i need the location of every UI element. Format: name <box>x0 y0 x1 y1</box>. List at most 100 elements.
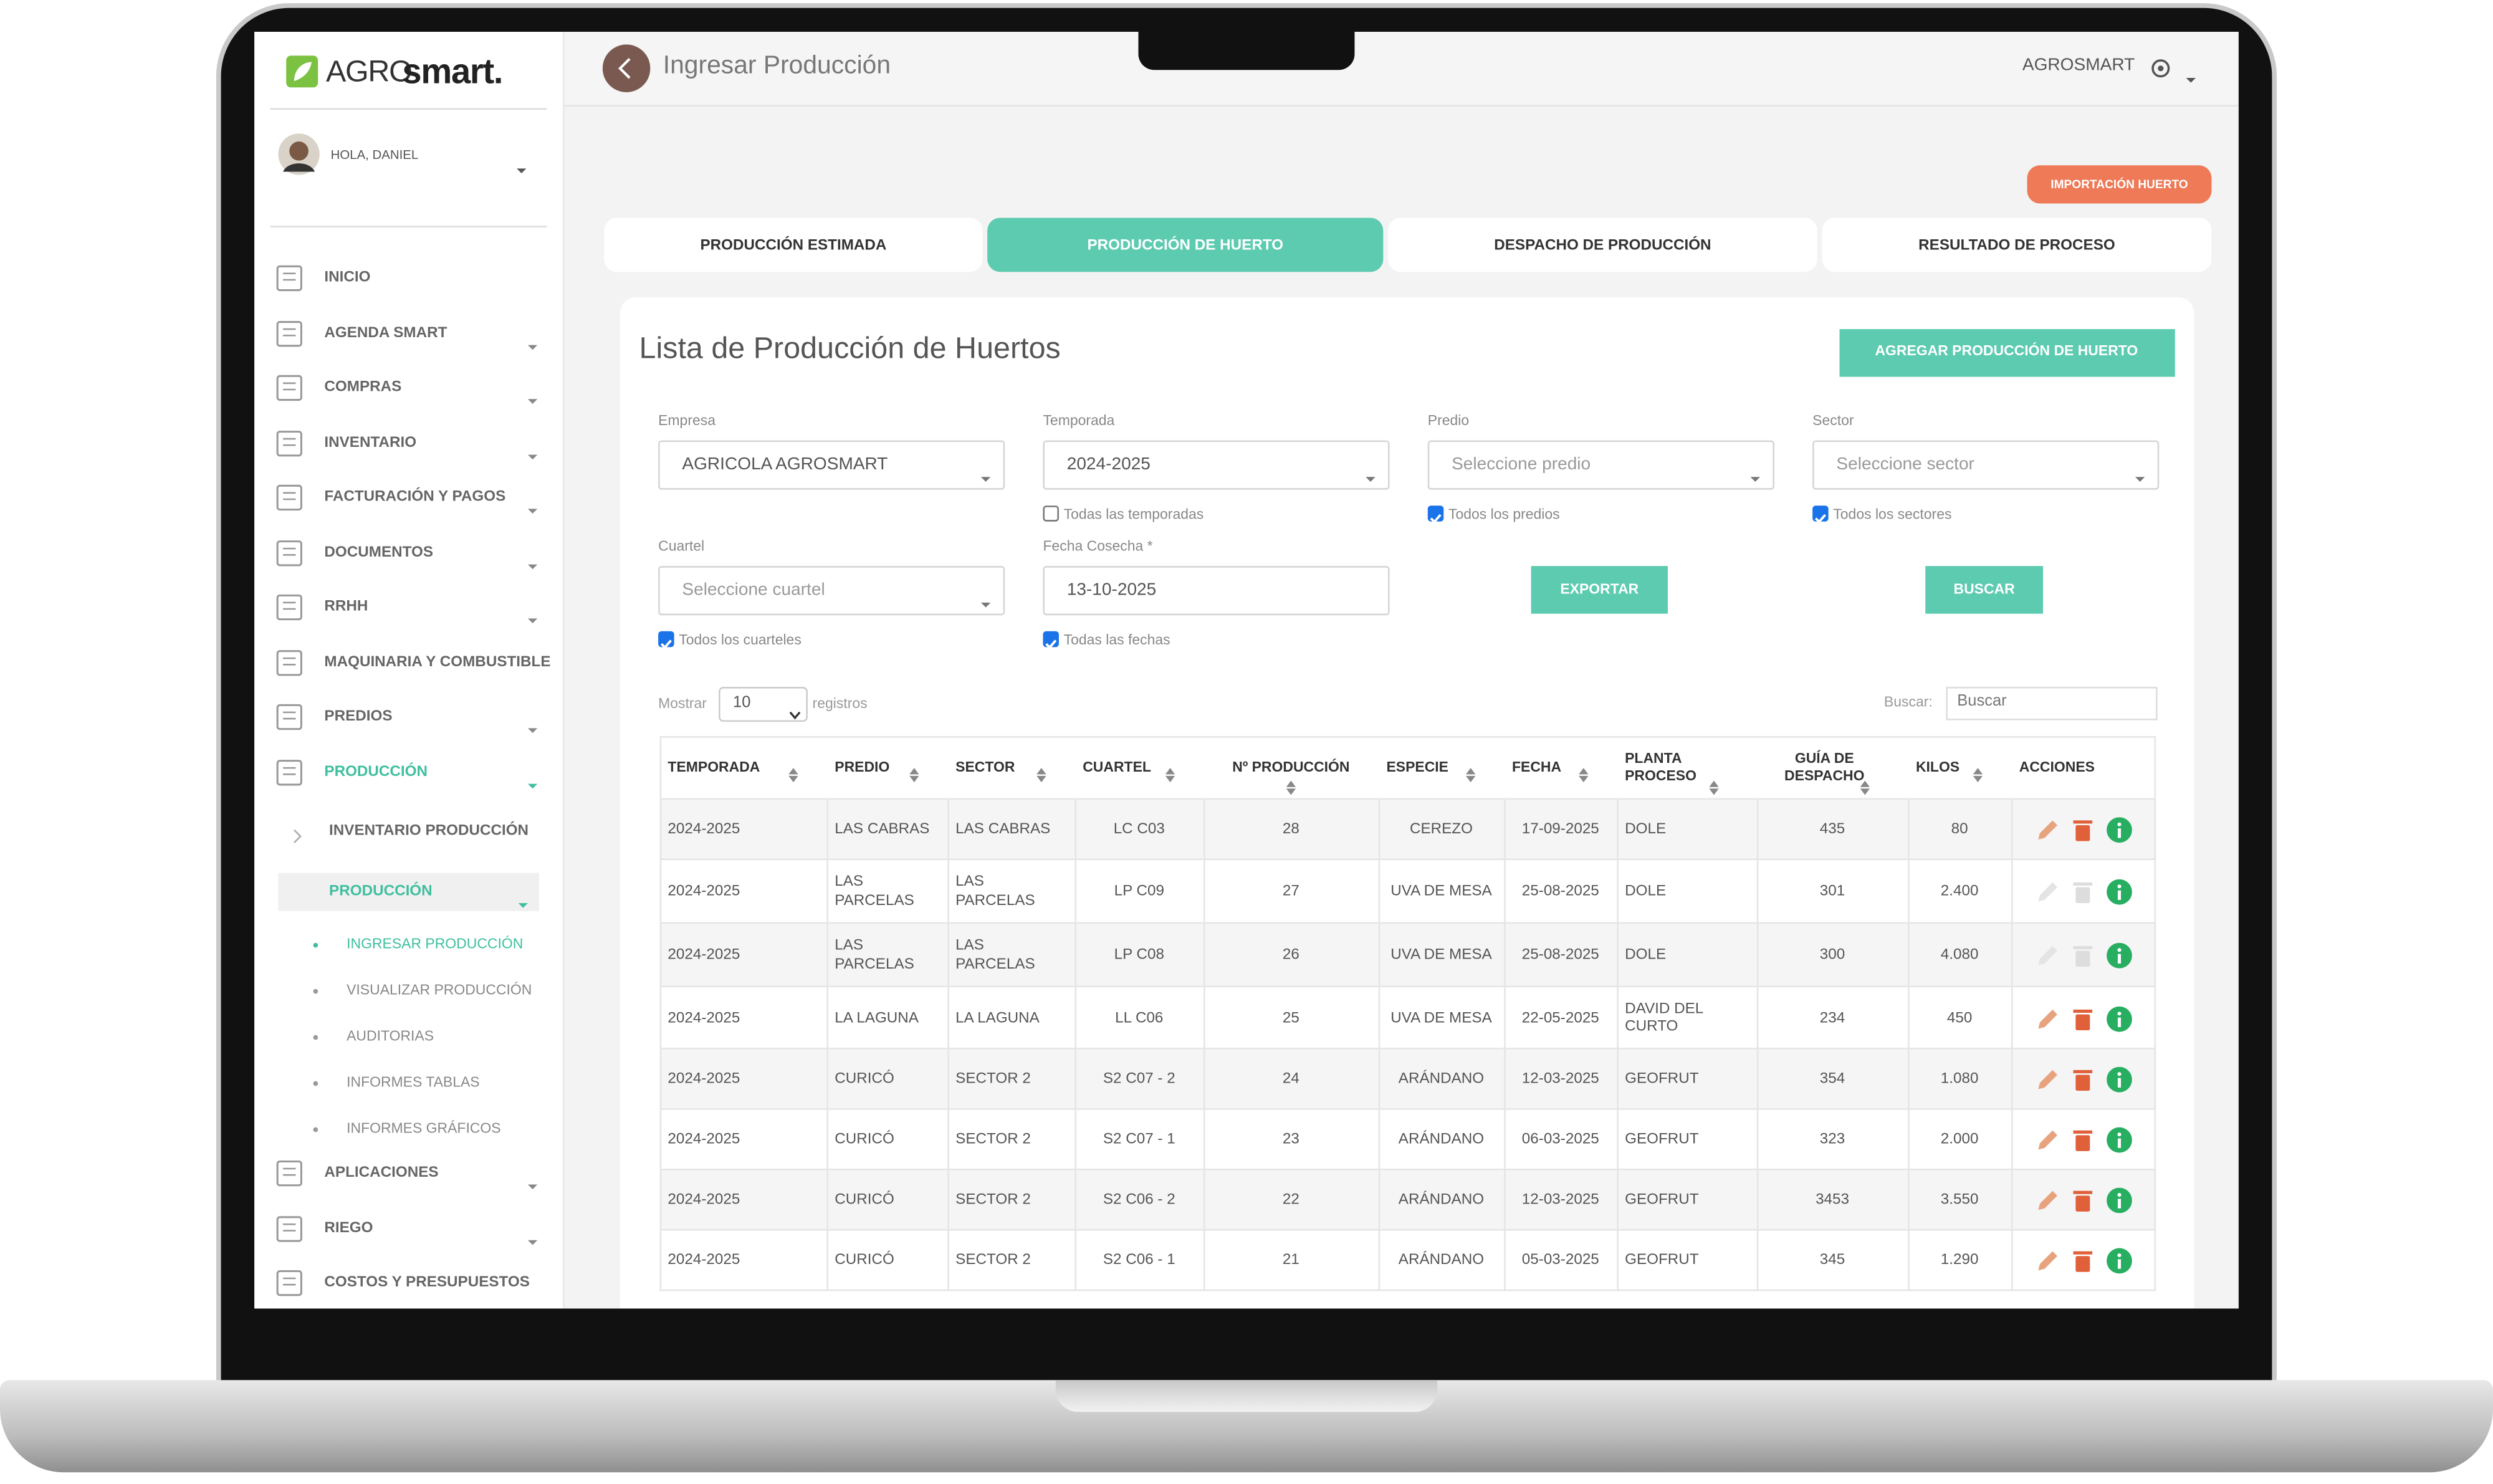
delete-icon[interactable] <box>2072 1127 2094 1153</box>
bullet <box>313 988 318 993</box>
table-cell: 2024-2025 <box>668 1251 740 1269</box>
edit-icon-svg <box>2038 882 2057 902</box>
delete-icon-svg <box>2073 1008 2093 1030</box>
checkbox-label: Todos los predios <box>1448 506 1560 522</box>
cell-divider <box>1203 800 1205 861</box>
filter-input[interactable] <box>1043 566 1390 616</box>
cell-divider <box>1908 924 1910 988</box>
table-cell: 22 <box>1282 1190 1299 1209</box>
edit-icon[interactable] <box>2035 1248 2060 1274</box>
delete-icon[interactable] <box>2072 1067 2094 1093</box>
table-cell: 05-03-2025 <box>1521 1251 1599 1269</box>
menu-icon-svg <box>276 265 302 292</box>
checkbox[interactable] <box>658 631 674 649</box>
table-cell: UVA DE MESA <box>1390 1008 1492 1027</box>
checkbox[interactable] <box>1043 505 1059 522</box>
table-cell: 25-08-2025 <box>1521 882 1599 901</box>
filter-label: Cuartel <box>658 538 705 554</box>
edit-icon[interactable] <box>2035 1127 2060 1153</box>
cell-divider <box>1908 800 1910 861</box>
bullet <box>313 1126 318 1132</box>
cell-divider <box>2011 1109 2013 1170</box>
checkbox[interactable] <box>1427 505 1444 524</box>
caret <box>526 385 538 404</box>
table-cell: 1.080 <box>1940 1070 1979 1088</box>
cell-divider <box>826 1170 829 1231</box>
cell-divider <box>826 860 829 924</box>
edit-icon[interactable] <box>2035 879 2060 905</box>
page-size-value: 10 <box>733 694 751 712</box>
cell-divider <box>1378 1170 1380 1231</box>
delete-icon[interactable] <box>2072 1248 2094 1274</box>
cell-divider <box>1908 1109 1910 1170</box>
cell-divider <box>1908 1230 1910 1291</box>
filter-input[interactable] <box>1043 440 1390 490</box>
import-button[interactable] <box>2027 165 2212 204</box>
search-input[interactable] <box>1946 687 2158 720</box>
delete-icon[interactable] <box>2072 1006 2094 1032</box>
select-arrow-svg <box>789 711 801 720</box>
delete-icon[interactable] <box>2072 1188 2094 1214</box>
info-icon[interactable] <box>2107 942 2132 969</box>
table-cell: LAS PARCELAS <box>835 873 914 910</box>
tab[interactable] <box>1822 218 2212 272</box>
delete-icon[interactable] <box>2072 943 2094 969</box>
cell-divider <box>1378 987 1380 1050</box>
info-icon[interactable] <box>2107 879 2132 905</box>
filter-input[interactable] <box>1812 440 2160 490</box>
delete-icon-svg <box>2073 1190 2093 1212</box>
tab[interactable] <box>987 218 1384 272</box>
info-icon[interactable] <box>2107 1066 2132 1093</box>
caret <box>2133 462 2146 482</box>
edit-icon[interactable] <box>2035 1067 2060 1093</box>
checkbox[interactable] <box>1812 505 1829 524</box>
info-icon[interactable] <box>2107 1005 2132 1032</box>
cell-divider <box>1908 1049 1910 1110</box>
add-button[interactable] <box>1839 329 2175 377</box>
caret-svg <box>527 783 538 789</box>
delete-icon[interactable] <box>2072 817 2094 843</box>
table-row <box>659 1230 2156 1291</box>
search-button[interactable] <box>1925 566 2044 614</box>
logo-suffix: smart. <box>402 51 503 92</box>
filter-input[interactable] <box>658 566 1005 616</box>
info-icon[interactable] <box>2107 817 2132 843</box>
delete-icon[interactable] <box>2072 879 2094 905</box>
checkbox[interactable] <box>1043 631 1059 649</box>
tab[interactable] <box>604 218 983 272</box>
table-cell: ARÁNDANO <box>1398 1190 1485 1209</box>
filter-placeholder: Seleccione sector <box>1836 454 1974 474</box>
filter-input[interactable] <box>658 440 1005 490</box>
caret-svg <box>980 602 991 608</box>
table-cell: 435 <box>1819 820 1845 838</box>
caret-svg <box>1750 477 1760 482</box>
table-row <box>659 860 2156 924</box>
edit-icon[interactable] <box>2035 817 2060 843</box>
menu-item: COSTOS Y PRESUPUESTOS <box>324 1273 530 1291</box>
delete-icon-svg <box>2073 820 2093 841</box>
export-button-label: EXPORTAR <box>1560 581 1639 597</box>
cell-divider <box>1378 1049 1380 1110</box>
info-icon-svg <box>2107 1005 2132 1032</box>
cell-divider <box>1756 1170 1759 1231</box>
caret <box>526 604 538 623</box>
edit-icon[interactable] <box>2035 943 2060 969</box>
info-icon[interactable] <box>2107 1127 2132 1153</box>
table-cell: LL C06 <box>1115 1008 1164 1027</box>
info-icon[interactable] <box>2107 1187 2132 1214</box>
export-button[interactable] <box>1531 566 1668 614</box>
filter-input[interactable] <box>1427 440 1774 490</box>
table-cell: 2024-2025 <box>668 882 740 901</box>
cell-divider <box>826 1109 829 1170</box>
back-button[interactable] <box>602 44 651 92</box>
info-icon[interactable] <box>2107 1248 2132 1274</box>
menu-icon <box>275 264 304 292</box>
table-cell: LA LAGUNA <box>955 1008 1040 1027</box>
card-title: Lista de Producción de Huertos <box>639 332 1061 366</box>
cell-divider <box>1908 987 1910 1050</box>
tab-label: PRODUCCIÓN ESTIMADA <box>700 237 887 255</box>
edit-icon[interactable] <box>2035 1188 2060 1214</box>
edit-icon[interactable] <box>2035 1006 2060 1032</box>
tab[interactable] <box>1388 218 1817 272</box>
cell-divider <box>1504 1170 1506 1231</box>
